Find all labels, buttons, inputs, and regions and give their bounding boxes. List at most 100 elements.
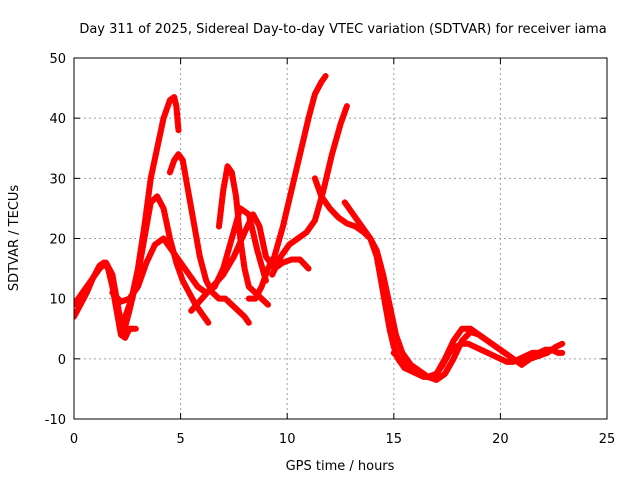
data-point xyxy=(294,160,301,167)
data-point xyxy=(377,262,384,269)
series-group xyxy=(74,73,566,383)
data-point xyxy=(385,298,392,305)
data-point xyxy=(142,262,149,269)
data-point xyxy=(212,292,219,299)
data-point xyxy=(145,211,152,218)
data-point xyxy=(149,169,156,176)
data-point xyxy=(233,247,240,254)
data-point xyxy=(160,115,167,122)
data-point xyxy=(333,136,340,143)
data-point xyxy=(163,220,170,227)
data-point xyxy=(260,244,267,251)
data-point xyxy=(292,169,299,176)
data-point xyxy=(445,364,452,371)
data-point xyxy=(438,361,445,368)
data-point xyxy=(157,199,164,206)
data-point xyxy=(287,193,294,200)
data-point xyxy=(104,262,111,269)
data-point xyxy=(312,178,319,185)
data-point xyxy=(222,295,229,302)
data-point xyxy=(441,370,448,377)
data-point xyxy=(140,238,147,245)
data-point xyxy=(236,241,243,248)
data-point xyxy=(146,253,153,260)
gridlines xyxy=(74,58,607,419)
data-point xyxy=(156,136,163,143)
data-point xyxy=(294,163,301,170)
data-point xyxy=(427,372,434,379)
data-point xyxy=(127,301,134,308)
data-point xyxy=(137,256,144,263)
data-point xyxy=(150,244,157,251)
data-point xyxy=(192,229,199,236)
data-point xyxy=(166,232,173,239)
data-point xyxy=(390,340,397,347)
data-point xyxy=(143,223,150,230)
data-point xyxy=(468,342,475,349)
data-point xyxy=(127,304,134,311)
data-point xyxy=(338,118,345,125)
data-point xyxy=(329,148,336,155)
data-point xyxy=(228,235,235,242)
data-point xyxy=(262,250,269,257)
data-point xyxy=(481,348,488,355)
data-point xyxy=(185,187,192,194)
data-point xyxy=(185,190,192,197)
data-point xyxy=(446,346,453,353)
x-tick-label: 20 xyxy=(492,432,509,447)
data-point xyxy=(346,221,353,228)
data-point xyxy=(313,88,320,95)
data-point xyxy=(395,337,402,344)
data-point xyxy=(90,274,97,281)
data-point xyxy=(305,226,312,233)
data-point xyxy=(298,145,305,152)
data-point xyxy=(177,271,184,278)
data-point xyxy=(144,217,151,224)
data-point xyxy=(138,250,145,257)
data-point xyxy=(346,205,353,212)
data-point xyxy=(148,172,155,179)
data-point xyxy=(162,214,169,221)
data-point xyxy=(320,196,327,203)
data-point xyxy=(164,103,171,110)
data-point xyxy=(188,205,195,212)
data-point xyxy=(177,259,184,266)
data-point xyxy=(137,259,144,266)
data-point xyxy=(138,253,145,260)
data-point xyxy=(312,214,319,221)
data-point xyxy=(176,268,183,275)
y-tick-label: 0 xyxy=(58,353,66,368)
data-point xyxy=(475,345,482,352)
data-point xyxy=(143,259,150,266)
data-point xyxy=(396,340,403,347)
data-point xyxy=(77,292,84,299)
data-point xyxy=(291,175,298,182)
data-point xyxy=(535,352,542,359)
data-point xyxy=(78,298,85,305)
data-point xyxy=(266,262,273,269)
data-point xyxy=(231,187,238,194)
data-point xyxy=(283,208,290,215)
data-point xyxy=(254,220,261,227)
data-point xyxy=(271,253,278,260)
data-point xyxy=(500,357,507,364)
data-point xyxy=(226,166,233,173)
data-point xyxy=(281,217,288,224)
data-point xyxy=(554,349,561,356)
data-point xyxy=(152,154,159,161)
data-point xyxy=(307,106,314,113)
data-point xyxy=(150,163,157,170)
data-point xyxy=(337,121,344,128)
data-point xyxy=(201,313,208,320)
data-point xyxy=(199,262,206,269)
data-point xyxy=(457,340,464,347)
data-point xyxy=(183,181,190,188)
data-point xyxy=(200,268,207,275)
data-point xyxy=(225,298,232,305)
data-point xyxy=(465,340,472,347)
data-point xyxy=(285,199,292,206)
data-point xyxy=(339,115,346,122)
data-point xyxy=(380,271,387,278)
data-point xyxy=(340,112,347,119)
data-point xyxy=(422,372,429,379)
